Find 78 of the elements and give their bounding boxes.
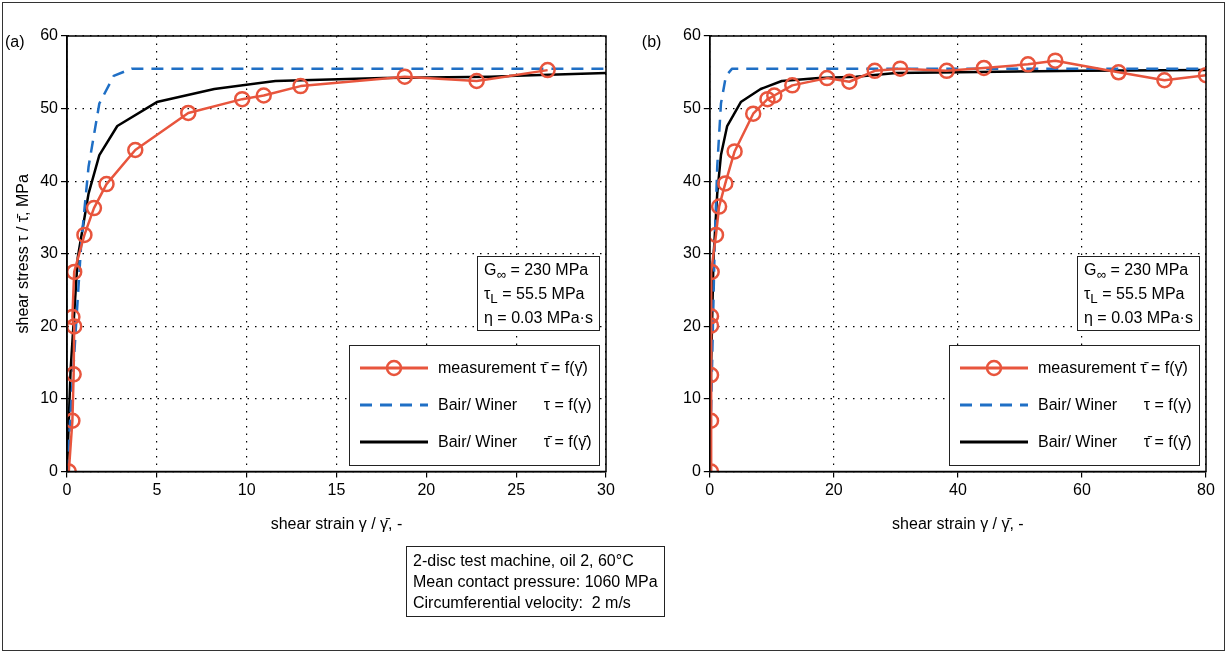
y-tick-label: 0 (49, 462, 59, 480)
x-tick-label: 60 (1073, 480, 1091, 498)
text: (b) (641, 33, 662, 51)
text: (a) (5, 33, 25, 51)
legend-label: Bair/ Winer τ = f(γ) (438, 396, 592, 415)
point (76, 226, 93, 244)
point (539, 61, 556, 79)
y-tick-label: 30 (683, 244, 701, 262)
point (766, 87, 783, 104)
legend-label: Bair/ Winer τ̄ = f(γ̄) (438, 433, 592, 452)
point (759, 90, 776, 108)
y-tick-label: 30 (40, 244, 59, 262)
point (67, 263, 83, 281)
legend-label: measurement τ̄ = f(γ̄) (1038, 359, 1188, 378)
annotation: τ$_{L}$ = 55.5 MPa (484, 284, 585, 306)
y-axis-title: shear stress τ / τ̄, MPa (14, 174, 32, 334)
x-tick-label: 10 (237, 480, 256, 498)
x-tick-label: 40 (949, 480, 967, 498)
point (98, 175, 115, 193)
point (67, 318, 83, 335)
legend-label: Bair/ Winer τ = f(γ) (1038, 396, 1192, 415)
text: Mean contact pressure: 1060 MPa (413, 573, 658, 590)
point (818, 69, 836, 87)
point (938, 62, 955, 80)
y-tick-label: 0 (691, 462, 701, 480)
annotation: G$_{∞}$ = 230 MPa (484, 260, 589, 282)
point (1110, 64, 1127, 81)
text: 2-disc test machine, oil 2, 60°C (413, 552, 634, 569)
y-tick-label: 40 (683, 171, 701, 189)
y-tick-label: 20 (40, 316, 59, 334)
x-tick-label: 80 (1197, 480, 1215, 498)
legend-label: Bair/ Winer τ̄ = f(γ̄) (1038, 433, 1192, 452)
point (709, 226, 725, 244)
annotation: G$_{∞}$ = 230 MPa (1084, 260, 1189, 282)
point (1156, 72, 1173, 89)
point (784, 77, 801, 94)
point (717, 175, 734, 192)
y-tick-label: 60 (683, 26, 701, 44)
y-tick-label: 60 (40, 26, 59, 44)
point (255, 87, 272, 104)
x-tick-label: 30 (597, 480, 615, 498)
y-tick-label: 10 (40, 389, 59, 407)
point (396, 68, 414, 85)
y-tick-label: 40 (40, 171, 59, 189)
point (841, 73, 858, 90)
point (866, 62, 884, 80)
point (85, 199, 103, 217)
annotation: η = 0.03 MPa·s (484, 308, 593, 326)
annotation: η = 0.03 MPa·s (1084, 308, 1193, 326)
x-tick-label: 20 (824, 480, 843, 498)
point (233, 90, 251, 108)
point (180, 104, 197, 122)
y-tick-label: 10 (683, 389, 701, 407)
point (292, 77, 309, 95)
point (1019, 56, 1037, 73)
x-tick-label: 5 (152, 480, 162, 498)
point (744, 105, 762, 122)
x-tick-label: 20 (417, 480, 436, 498)
x-tick-label: 15 (327, 480, 346, 498)
point (1047, 52, 1064, 69)
y-tick-label: 50 (40, 99, 59, 117)
point (975, 59, 993, 77)
annotation: τ$_{L}$ = 55.5 MPa (1084, 284, 1185, 306)
y-tick-label: 50 (683, 99, 701, 117)
point (67, 366, 82, 383)
y-tick-label: 20 (683, 316, 701, 334)
x-axis-title: shear strain γ / γ̄, - (892, 514, 1024, 532)
point (710, 198, 728, 215)
x-tick-label: 25 (507, 480, 526, 498)
point (891, 60, 909, 77)
x-tick-label: 0 (705, 480, 715, 498)
point (468, 72, 485, 90)
point (726, 143, 743, 160)
legend-label: measurement τ̄ = f(γ̄) (438, 359, 588, 378)
point (127, 141, 144, 159)
x-tick-label: 0 (62, 480, 72, 498)
x-axis-title: shear strain γ / γ̄, - (270, 514, 403, 532)
text: Circumferential velocity: 2 m/s (413, 594, 631, 611)
